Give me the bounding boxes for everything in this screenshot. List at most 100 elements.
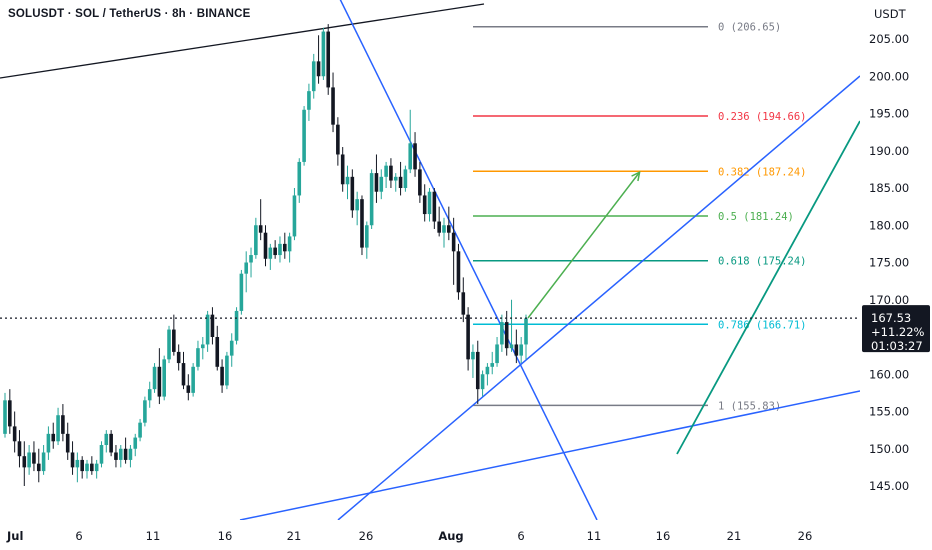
candle-body xyxy=(17,441,22,457)
time-tick-label: 21 xyxy=(287,529,302,543)
candle-body xyxy=(239,273,244,311)
candle-body xyxy=(61,415,65,434)
price-tag-countdown: 01:03:27 xyxy=(871,339,923,353)
candle-body xyxy=(490,363,495,367)
candle-body xyxy=(422,195,427,215)
time-tick-label: 16 xyxy=(656,529,671,543)
candle-body xyxy=(249,255,253,263)
candle-body xyxy=(254,225,258,256)
candle-body xyxy=(379,176,384,192)
price-tick-label: 145.00 xyxy=(869,479,909,493)
candle-body xyxy=(138,422,142,438)
candle-body xyxy=(65,433,70,453)
candle-body xyxy=(143,400,147,423)
candle-body xyxy=(466,314,470,360)
candle-body xyxy=(114,452,118,460)
candle-body xyxy=(524,318,528,345)
candle-body xyxy=(8,400,12,427)
candle-body xyxy=(471,351,475,360)
trendlines[interactable] xyxy=(0,0,860,520)
candle-body xyxy=(56,415,60,442)
candle-body xyxy=(75,459,80,468)
price-tick-label: 175.00 xyxy=(869,256,909,270)
candles xyxy=(3,24,528,486)
price-tick-label: 180.00 xyxy=(869,218,909,232)
time-tick-label: 16 xyxy=(218,529,233,543)
candle-body xyxy=(519,344,523,356)
candle-body xyxy=(331,87,335,125)
candle-body xyxy=(27,452,31,468)
projection-arrow xyxy=(527,173,639,319)
candle-body xyxy=(447,225,451,233)
symbol-title: SOLUSDT · SOL / TetherUS · 8h · BINANCE xyxy=(8,8,251,20)
trend-line xyxy=(0,3,485,79)
candle-body xyxy=(398,176,403,188)
candle-body xyxy=(200,344,205,349)
candle-body xyxy=(229,340,234,356)
candle-body xyxy=(70,452,75,468)
candle-body xyxy=(167,329,171,360)
price-tick-label: 150.00 xyxy=(869,442,909,456)
price-tag-price: 167.53 xyxy=(871,311,911,325)
candle-body xyxy=(99,445,104,464)
candle-body xyxy=(403,169,408,188)
candle-body xyxy=(350,176,355,211)
price-axis[interactable]: USDT 205.00 200.00 195.00 190.00 185.00 180.00… xyxy=(869,7,909,493)
candle-body xyxy=(191,366,195,393)
candle-body xyxy=(307,91,311,110)
candle-body xyxy=(176,351,181,364)
candle-body xyxy=(282,243,287,252)
time-axis[interactable]: Jul 6 11 16 21 26 Aug 6 11 16 21 26 xyxy=(6,529,812,543)
candle-body xyxy=(413,143,417,170)
candle-body xyxy=(22,456,27,468)
candle-body xyxy=(374,173,379,192)
time-tick-label: 11 xyxy=(146,529,161,543)
candle-body xyxy=(365,225,369,248)
candle-body xyxy=(258,225,263,233)
trend-line xyxy=(676,120,860,455)
candle-body xyxy=(268,247,273,259)
candle-body xyxy=(345,176,350,185)
candle-body xyxy=(336,124,340,155)
candle-body xyxy=(442,225,446,233)
candle-body xyxy=(456,251,461,293)
overlays xyxy=(0,173,860,319)
candle-body xyxy=(205,314,210,345)
price-tick-label: 205.00 xyxy=(869,32,909,46)
price-tick-label: 155.00 xyxy=(869,405,909,419)
candle-body xyxy=(36,463,41,472)
candle-body xyxy=(181,363,186,386)
candle-body xyxy=(302,109,306,162)
candle-body xyxy=(46,433,51,453)
candle-body xyxy=(480,374,485,390)
candle-body xyxy=(311,61,316,92)
price-tick-label: 160.00 xyxy=(869,367,909,381)
fib-level-label: 1 (155.83) xyxy=(718,400,781,412)
candle-body xyxy=(152,366,157,390)
candle-body xyxy=(500,322,504,345)
candle-body xyxy=(504,322,509,349)
candle-body xyxy=(451,232,456,252)
price-tick-label: 190.00 xyxy=(869,144,909,158)
fib-retracement[interactable]: 0 (206.65) 0.236 (194.66) 0.382 (187.24) 0.… xyxy=(473,22,807,413)
time-tick-label: 21 xyxy=(727,529,742,543)
price-tag-box xyxy=(862,305,930,353)
candle-body xyxy=(360,199,364,248)
candle-body xyxy=(418,169,422,196)
candle-body xyxy=(123,448,128,460)
candle-body xyxy=(509,344,514,349)
candle-body xyxy=(85,463,89,472)
candle-body xyxy=(273,247,277,256)
price-tick-label: 170.00 xyxy=(869,293,909,307)
fib-level-label: 0.5 (181.24) xyxy=(718,211,794,223)
time-tick-label: 6 xyxy=(517,529,524,543)
candle-body xyxy=(244,262,249,274)
candle-body xyxy=(297,161,302,196)
time-tick-label: 26 xyxy=(798,529,813,543)
candle-body xyxy=(321,31,326,77)
candle-body xyxy=(234,310,239,341)
candle-body xyxy=(263,232,268,259)
candle-body xyxy=(278,243,282,256)
candle-body xyxy=(94,463,99,472)
